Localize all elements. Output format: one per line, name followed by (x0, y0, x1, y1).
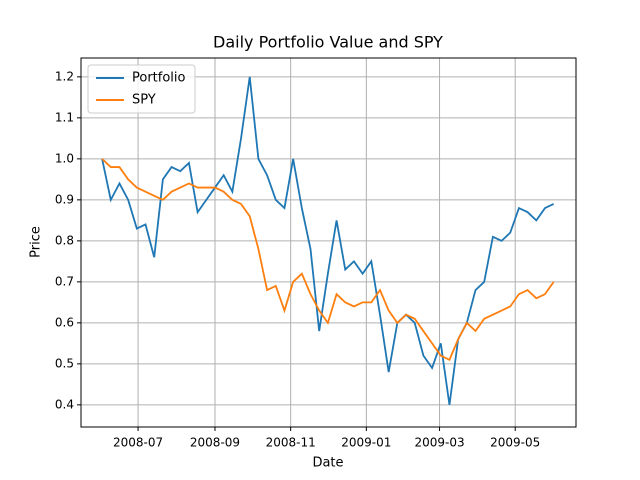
x-tick-label: 2009-01 (341, 436, 391, 450)
chart-title: Daily Portfolio Value and SPY (213, 33, 443, 52)
y-tick-label: 1.2 (55, 69, 74, 83)
x-tick-label: 2009-03 (414, 436, 464, 450)
y-tick-label: 0.8 (55, 233, 74, 247)
x-tick-label: 2009-05 (490, 436, 540, 450)
legend-label: Portfolio (132, 71, 186, 86)
x-axis-label: Date (312, 456, 343, 471)
y-tick-label: 0.6 (55, 315, 74, 329)
plot-frame (80, 57, 577, 428)
y-tick-label: 1.0 (55, 151, 74, 165)
y-tick-label: 1.1 (55, 110, 74, 124)
data-line (101, 76, 555, 405)
y-tick-label: 0.9 (55, 192, 74, 206)
y-tick-label: 0.7 (55, 274, 74, 288)
x-tick-label: 2008-07 (113, 436, 163, 450)
x-tick-label: 2008-09 (190, 436, 240, 450)
legend-label: SPY (132, 93, 156, 108)
x-tick-label: 2008-11 (266, 436, 316, 450)
y-tick-label: 0.5 (55, 356, 74, 370)
y-tick-label: 0.4 (55, 397, 74, 411)
data-line (101, 158, 555, 361)
y-axis-label: Price (29, 226, 44, 258)
